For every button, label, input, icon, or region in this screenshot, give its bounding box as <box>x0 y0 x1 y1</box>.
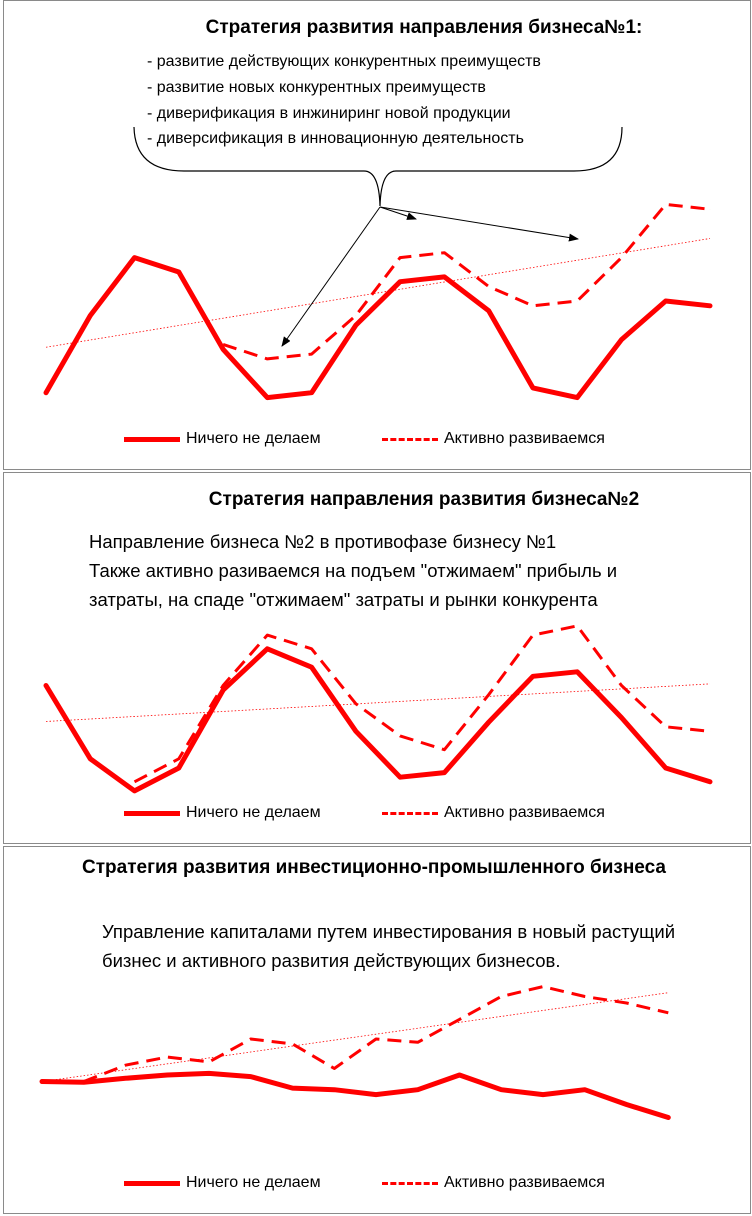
legend-solid-swatch <box>124 1180 180 1186</box>
legend-solid-swatch <box>124 436 180 442</box>
chart-1-svg <box>43 126 713 401</box>
chart-1-legend-solid: Ничего не делаем <box>124 430 321 448</box>
chart-2-title: Стратегия направления развития бизнеса№2 <box>208 489 640 510</box>
annotation-brace <box>133 126 623 207</box>
chart-1-bullet-3: - диверификация в инжиниринг новой проду… <box>147 105 511 122</box>
chart-2-svg <box>43 624 713 794</box>
legend-dashed-swatch <box>382 811 438 815</box>
chart-1-bullet-1: - развитие действующих конкурентных преи… <box>147 53 541 70</box>
series-dashed-line-2 <box>133 624 711 784</box>
legend-solid-swatch <box>124 810 180 816</box>
chart-3-svg <box>39 985 671 1120</box>
series-solid-line-2 <box>43 646 713 794</box>
annotation-arrow-3 <box>379 206 579 242</box>
legend-solid-label: Ничего не делаем <box>186 1174 321 1191</box>
chart-1-legend-dashed: Активно развиваемся <box>382 430 605 448</box>
chart-panel-1: Стратегия развития направления бизнеса№1… <box>3 0 751 470</box>
chart-2-text-line-3: затраты, на спаде "отжимаем" затраты и р… <box>89 589 598 610</box>
legend-dashed-label: Активно развиваемся <box>444 430 605 447</box>
chart-panel-2: Стратегия направления развития бизнеса№2… <box>3 472 751 844</box>
chart-2-legend-solid: Ничего не делаем <box>124 804 321 822</box>
legend-dashed-label: Активно развиваемся <box>444 1174 605 1191</box>
chart-1-title: Стратегия развития направления бизнеса№1… <box>205 17 643 38</box>
annotation-arrow-2 <box>379 206 417 220</box>
chart-1-bullet-2: - развитие новых конкурентных преимущест… <box>147 79 486 96</box>
legend-solid-label: Ничего не делаем <box>186 804 321 821</box>
series-solid-line-3 <box>39 1070 671 1120</box>
chart-2-text-line-2: Также активно разиваемся на подъем "отжи… <box>89 560 618 581</box>
chart-2-text-line-1: Направление бизнеса №2 в противофазе биз… <box>89 531 557 552</box>
trendline-2 <box>45 683 711 722</box>
annotation-arrow-1 <box>281 206 381 347</box>
chart-3-text: Управление капиталами путем инвестирован… <box>102 921 676 971</box>
legend-dashed-swatch <box>382 1181 438 1185</box>
chart-3-title: Стратегия развития инвестиционно-промышл… <box>82 857 666 878</box>
legend-solid-label: Ничего не делаем <box>186 430 321 447</box>
chart-panel-3: Стратегия развития инвестиционно-промышл… <box>3 846 751 1214</box>
legend-dashed-label: Активно развиваемся <box>444 804 605 821</box>
chart-3-legend-dashed: Активно развиваемся <box>382 1174 605 1192</box>
trendline-1 <box>45 238 711 348</box>
series-dashed-line-1 <box>222 202 711 361</box>
chart-2-legend-dashed: Активно развиваемся <box>382 804 605 822</box>
trendline-3 <box>41 992 669 1083</box>
chart-3-legend-solid: Ничего не делаем <box>124 1174 321 1192</box>
series-solid-line-1 <box>43 255 713 401</box>
legend-dashed-swatch <box>382 437 438 441</box>
chart-1-bullet-4: - диверсификация в инновационную деятель… <box>147 130 524 147</box>
